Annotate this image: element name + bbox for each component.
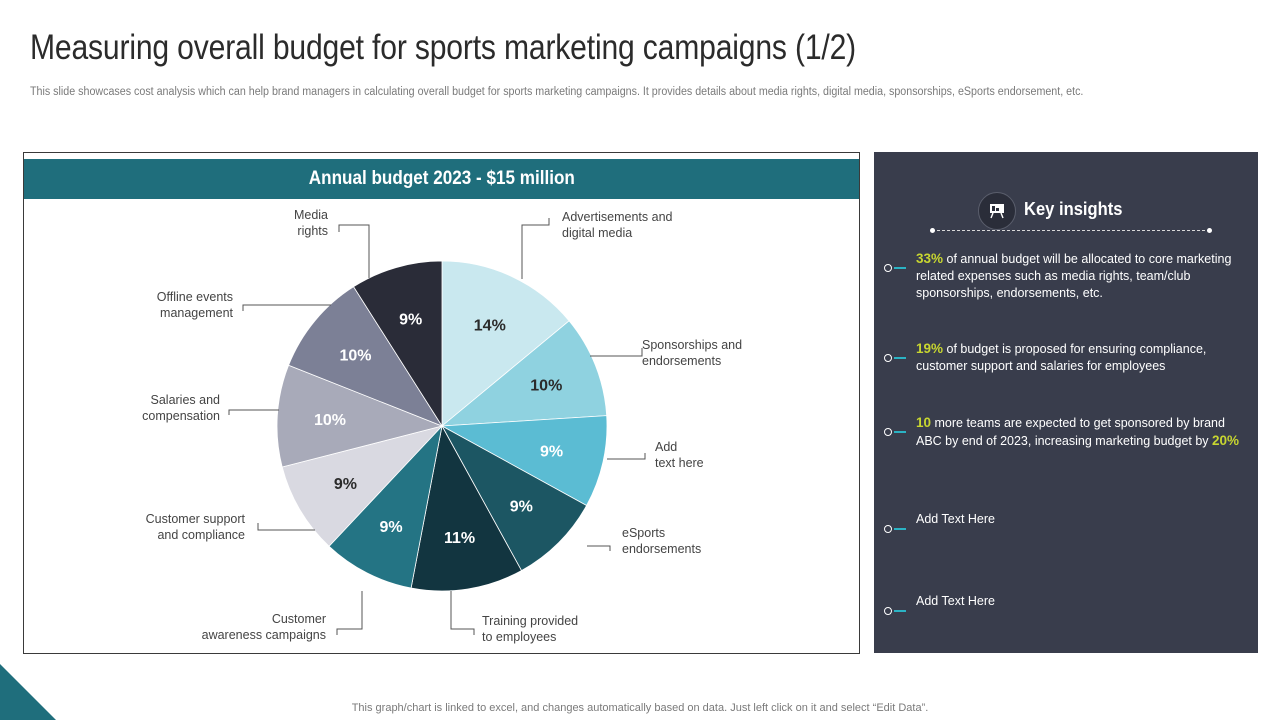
bullet-icon [884,606,906,616]
pie-value-label: 9% [380,519,403,536]
leader-line [590,348,643,357]
slice-callout-add-text-here: Add text here [655,440,704,470]
slice-callout-customer-support-and-compliance: Customer support and compliance [146,512,246,542]
pie-value-label: 10% [314,412,346,429]
pie-value-label: 11% [444,530,475,547]
pie-slice-media-rights [353,260,443,428]
presentation-board-icon [978,192,1016,230]
insight-text: 33% of annual budget will be allocated t… [916,251,1232,300]
pie-slice-customer-support-and-compliance [281,425,444,547]
pie-value-label: 10% [339,348,371,365]
callout-line: compensation [142,409,220,423]
leader-line [338,224,370,278]
callout-line: digital media [562,226,632,240]
leader-line [450,591,475,635]
callout-line: endorsements [622,542,701,556]
callout-line: and compliance [157,528,245,542]
slice-callout-sponsorships-and-endorsements: Sponsorships and endorsements [642,338,742,368]
callout-line: Customer [272,612,326,626]
callout-line: endorsements [642,354,721,368]
bullet-icon [884,524,906,534]
leader-line [257,523,315,531]
slice-callout-customer-awareness-campaigns: Customer awareness campaigns [202,612,326,642]
pie-slice-offline-events-management [288,286,443,427]
slice-callout-media-rights: Media rights [294,208,328,238]
footer-note: This graph/chart is linked to excel, and… [351,702,929,714]
callout-line: Sponsorships and [642,338,742,352]
callout-line: rights [297,224,328,238]
pie-slice-esports-endorsements [440,424,588,572]
key-insights-title: Key insights [1024,199,1123,219]
insight-text: Add Text Here [916,512,995,526]
pie-value-label: 9% [510,498,533,515]
callout-line: Offline events [157,290,233,304]
chart-title-bar: Annual budget 2023 - $15 million [24,159,859,199]
insight-text: 19% of budget is proposed for ensuring c… [916,341,1207,373]
callout-line: Training provided [482,614,578,628]
slice-callout-training-provided-to-employees: Training provided to employees [482,614,578,644]
leader-line [521,218,550,279]
bullet-icon [884,263,906,273]
pie-slice-add-text-here [440,415,608,507]
callout-line: management [160,306,233,320]
key-insights-panel: Key insights 33% of annual budget will b… [874,152,1258,653]
pie-slice-advertisements-and-digital-media [441,260,570,427]
pie-slice-salaries-and-compensation [276,364,444,468]
header-divider [930,228,1212,233]
leader-line [228,409,279,415]
pie-value-label: 14% [474,318,506,335]
pie-slice-training-provided-to-employees [410,424,523,592]
leader-line [336,591,363,635]
callout-line: Add [655,440,677,454]
callout-line: Salaries and [151,393,221,407]
pie-value-label: 9% [540,444,563,461]
insight-text: 10 more teams are expected to get sponso… [916,415,1240,448]
callout-line: to employees [482,630,556,644]
callout-line: Advertisements and [562,210,673,224]
pie-slice-sponsorships-and-endorsements [440,320,608,427]
callout-line: text here [655,456,704,470]
budget-chart-panel: 14% 10% 9% 9% 11% 9% 9% 10% 10% 9% Advertisements … [23,152,860,654]
chart-title: Annual budget 2023 - $15 million [308,168,575,189]
slice-callout-salaries-and-compensation: Salaries and compensation [142,393,220,423]
leader-line [242,304,331,311]
page-subtitle: This slide showcases cost analysis which… [30,86,1084,98]
callout-line: eSports [622,526,665,540]
corner-decoration [0,664,56,720]
insight-text: Add Text Here [916,594,995,608]
pie-value-label: 10% [530,378,562,395]
leader-line [587,545,611,551]
bullet-icon [884,353,906,363]
callout-line: awareness campaigns [202,628,326,642]
callout-line: Customer support [146,512,246,526]
slice-callout-esports-endorsements: eSports endorsements [622,526,701,556]
pie-slice-customer-awareness-campaigns [328,424,443,589]
slice-callout-offline-events-management: Offline events management [157,290,234,320]
leader-line [607,453,646,460]
callout-line: Media [294,208,328,222]
slice-callout-advertisements-and-digital-media: Advertisements and digital media [562,210,673,240]
page-title: Measuring overall budget for sports mark… [30,28,857,67]
key-insights-header: Key insights [978,192,1158,230]
bullet-icon [884,427,906,437]
pie-value-label: 9% [399,311,422,328]
pie-chart: 14% 10% 9% 9% 11% 9% 9% 10% 10% 9% Advertisements … [142,208,742,644]
pie-value-label: 9% [334,476,357,493]
